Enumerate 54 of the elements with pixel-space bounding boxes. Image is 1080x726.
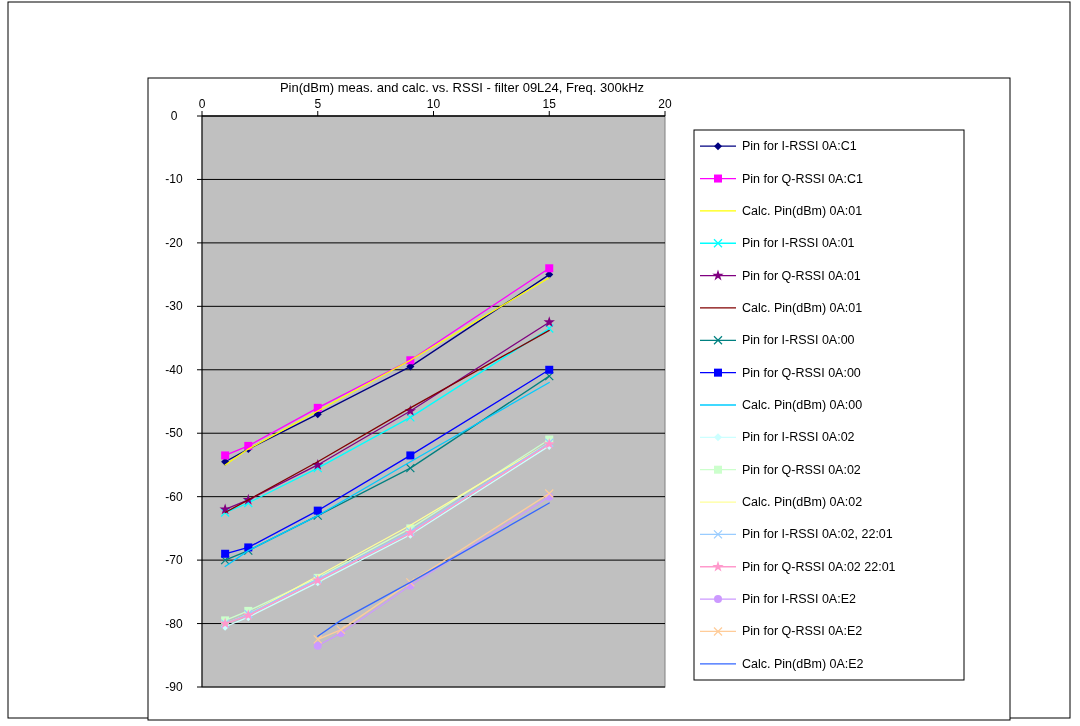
y-tick-label: -90	[165, 680, 183, 694]
point	[405, 577, 415, 587]
legend-label: Calc. Pin(dBm) 0A:00	[742, 398, 863, 412]
x-tick-label: 15	[542, 97, 557, 111]
x-tick-label: 20	[658, 97, 672, 111]
line-series	[317, 502, 550, 637]
point	[220, 555, 230, 565]
point	[545, 264, 554, 273]
legend-label: Calc. Pin(dBm) 0A:E2	[742, 656, 864, 671]
legend-label: Pin for Q-RSSI 0A:01	[742, 268, 861, 283]
legend-label: Pin for Q-RSSI 0A:00	[742, 365, 861, 380]
point	[406, 451, 415, 460]
point	[405, 463, 415, 473]
y-tick-label: -70	[165, 553, 183, 568]
point	[221, 451, 230, 460]
legend-label: Pin for I-RSSI 0A:00	[742, 333, 855, 348]
point	[313, 463, 323, 473]
legend-label: Pin for I-RSSI 0A:E2	[742, 592, 856, 607]
x-tick-label: 10	[426, 97, 441, 111]
point	[220, 507, 230, 518]
y-tick-label: -10	[165, 172, 183, 187]
y-tick-label: -20	[165, 235, 183, 250]
legend-label: Pin for Q-RSSI 0A:02	[742, 462, 861, 477]
legend-label: Pin for Q-RSSI 0A:C1	[742, 171, 863, 186]
point	[313, 506, 322, 515]
legend-label: Calc. Pin(dBm) 0A:01	[742, 300, 863, 315]
legend-label: Calc. Pin(dBm) 0A:02	[742, 495, 863, 510]
chart-title: Pin(dBm) meas. and calc. vs. RSSI - filter 09L24, Freq. 300kHz	[279, 80, 645, 95]
point	[544, 371, 554, 381]
y-tick-label: 0	[170, 109, 178, 123]
point	[544, 323, 554, 334]
point	[221, 549, 230, 558]
y-tick-label: -50	[165, 426, 183, 441]
legend-label: Pin for I-RSSI 0A:02, 22:01	[742, 527, 893, 542]
legend-label: Pin for Q-RSSI 0A:02 22:01	[742, 559, 896, 574]
point	[544, 488, 554, 499]
legend-label: Calc. Pin(dBm) 0A:01	[742, 203, 863, 218]
legend-label: Pin for Q-RSSI 0A:E2	[742, 624, 863, 639]
point	[336, 625, 346, 635]
legend-label: Pin for I-RSSI 0A:01	[742, 236, 855, 251]
y-tick-label: -30	[165, 299, 183, 314]
x-tick-label: 0	[198, 97, 206, 111]
y-tick-label: -80	[165, 616, 183, 631]
y-tick-label: -40	[165, 362, 183, 377]
point	[545, 365, 554, 374]
point	[405, 412, 415, 422]
point	[543, 316, 555, 328]
point	[313, 634, 323, 645]
legend-label: Pin for I-RSSI 0A:02	[742, 430, 855, 445]
x-tick-label: 5	[314, 97, 322, 111]
point	[243, 498, 253, 508]
legend-label: Pin for I-RSSI 0A:C1	[742, 139, 857, 154]
point	[313, 641, 322, 650]
y-tick-label: -60	[165, 489, 183, 504]
